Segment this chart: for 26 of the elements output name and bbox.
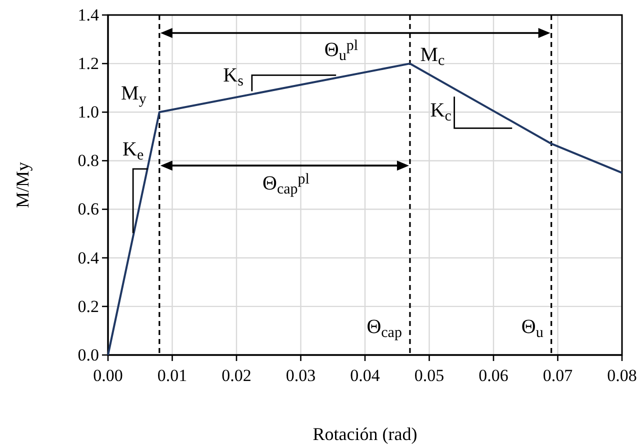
y-tick-label: 1.2: [78, 54, 99, 74]
x-tick-label: 0.07: [542, 366, 574, 385]
x-tick-label: 0.06: [478, 366, 508, 385]
annotation: K$_{s}$: [223, 64, 244, 90]
x-tick-label: 0.05: [414, 366, 444, 385]
annotation: M$_{c}$: [420, 44, 446, 70]
x-tick-label: 0.03: [286, 366, 316, 385]
x-axis-title: Rotación (rad): [312, 424, 418, 444]
ref-line-label: Θ$_{u}$: [521, 316, 544, 342]
y-tick-label: 0.2: [78, 296, 99, 316]
y-axis-title: M/My: [12, 162, 32, 208]
annotation: K$_{c}$: [430, 100, 452, 125]
x-tick-label: 0.04: [350, 366, 380, 385]
annotation: K$_{e}$: [122, 138, 144, 164]
y-tick-label: 0.8: [78, 151, 99, 170]
y-tick-label: 0.0: [78, 345, 99, 364]
ref-line-label: Θ$_{cap}$: [366, 316, 402, 342]
x-tick-label: 0.00: [93, 366, 123, 385]
y-tick-label: 1.4: [78, 5, 100, 24]
annotation: M$_{y}$: [121, 82, 147, 108]
y-tick-label: 0.6: [78, 200, 99, 219]
x-tick-label: 0.01: [157, 366, 188, 385]
x-tick-label: 0.08: [607, 366, 637, 385]
y-tick-label: 0.4: [78, 248, 100, 268]
x-tick-label: 0.02: [222, 366, 252, 385]
y-tick-label: 1.0: [78, 102, 99, 122]
